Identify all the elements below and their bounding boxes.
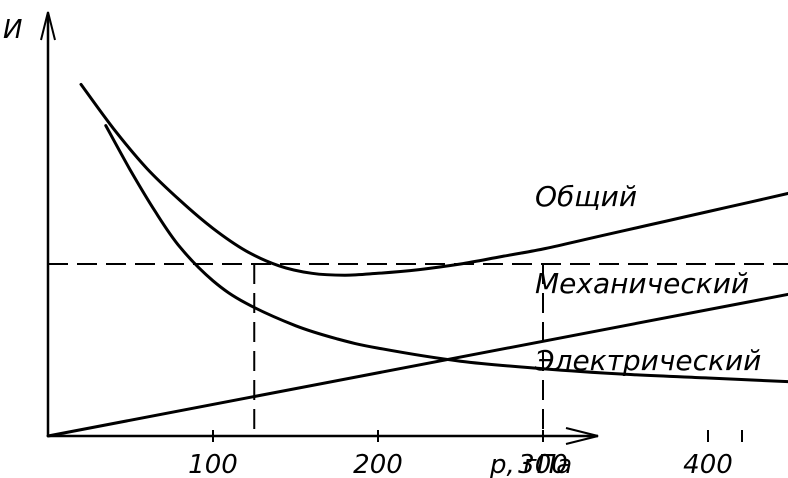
x-axis-arrow	[565, 427, 599, 445]
series-electrical-line	[46, 292, 788, 438]
series-mechanical-line	[104, 124, 788, 384]
x-tick-label: 400	[683, 450, 733, 478]
series-lines	[46, 82, 788, 438]
x-axis-label: р, гПа	[489, 450, 572, 478]
x-tick-label: 200	[353, 450, 403, 478]
series-labels: Общий Механический Электрический	[534, 180, 761, 377]
x-tick-labels: 100 200 300 400	[188, 430, 743, 478]
x-tick-label: 300	[518, 450, 568, 478]
series-total-label: Общий	[535, 180, 637, 213]
series-electrical-label: Электрический	[534, 344, 761, 377]
series-mechanical-label: Механический	[535, 267, 749, 300]
y-axis-label: И	[3, 15, 22, 45]
axes	[40, 11, 599, 445]
reference-lines	[48, 262, 788, 436]
x-tick-label: 100	[188, 450, 238, 478]
series-total-line	[79, 82, 788, 277]
y-axis-arrow	[40, 11, 56, 41]
